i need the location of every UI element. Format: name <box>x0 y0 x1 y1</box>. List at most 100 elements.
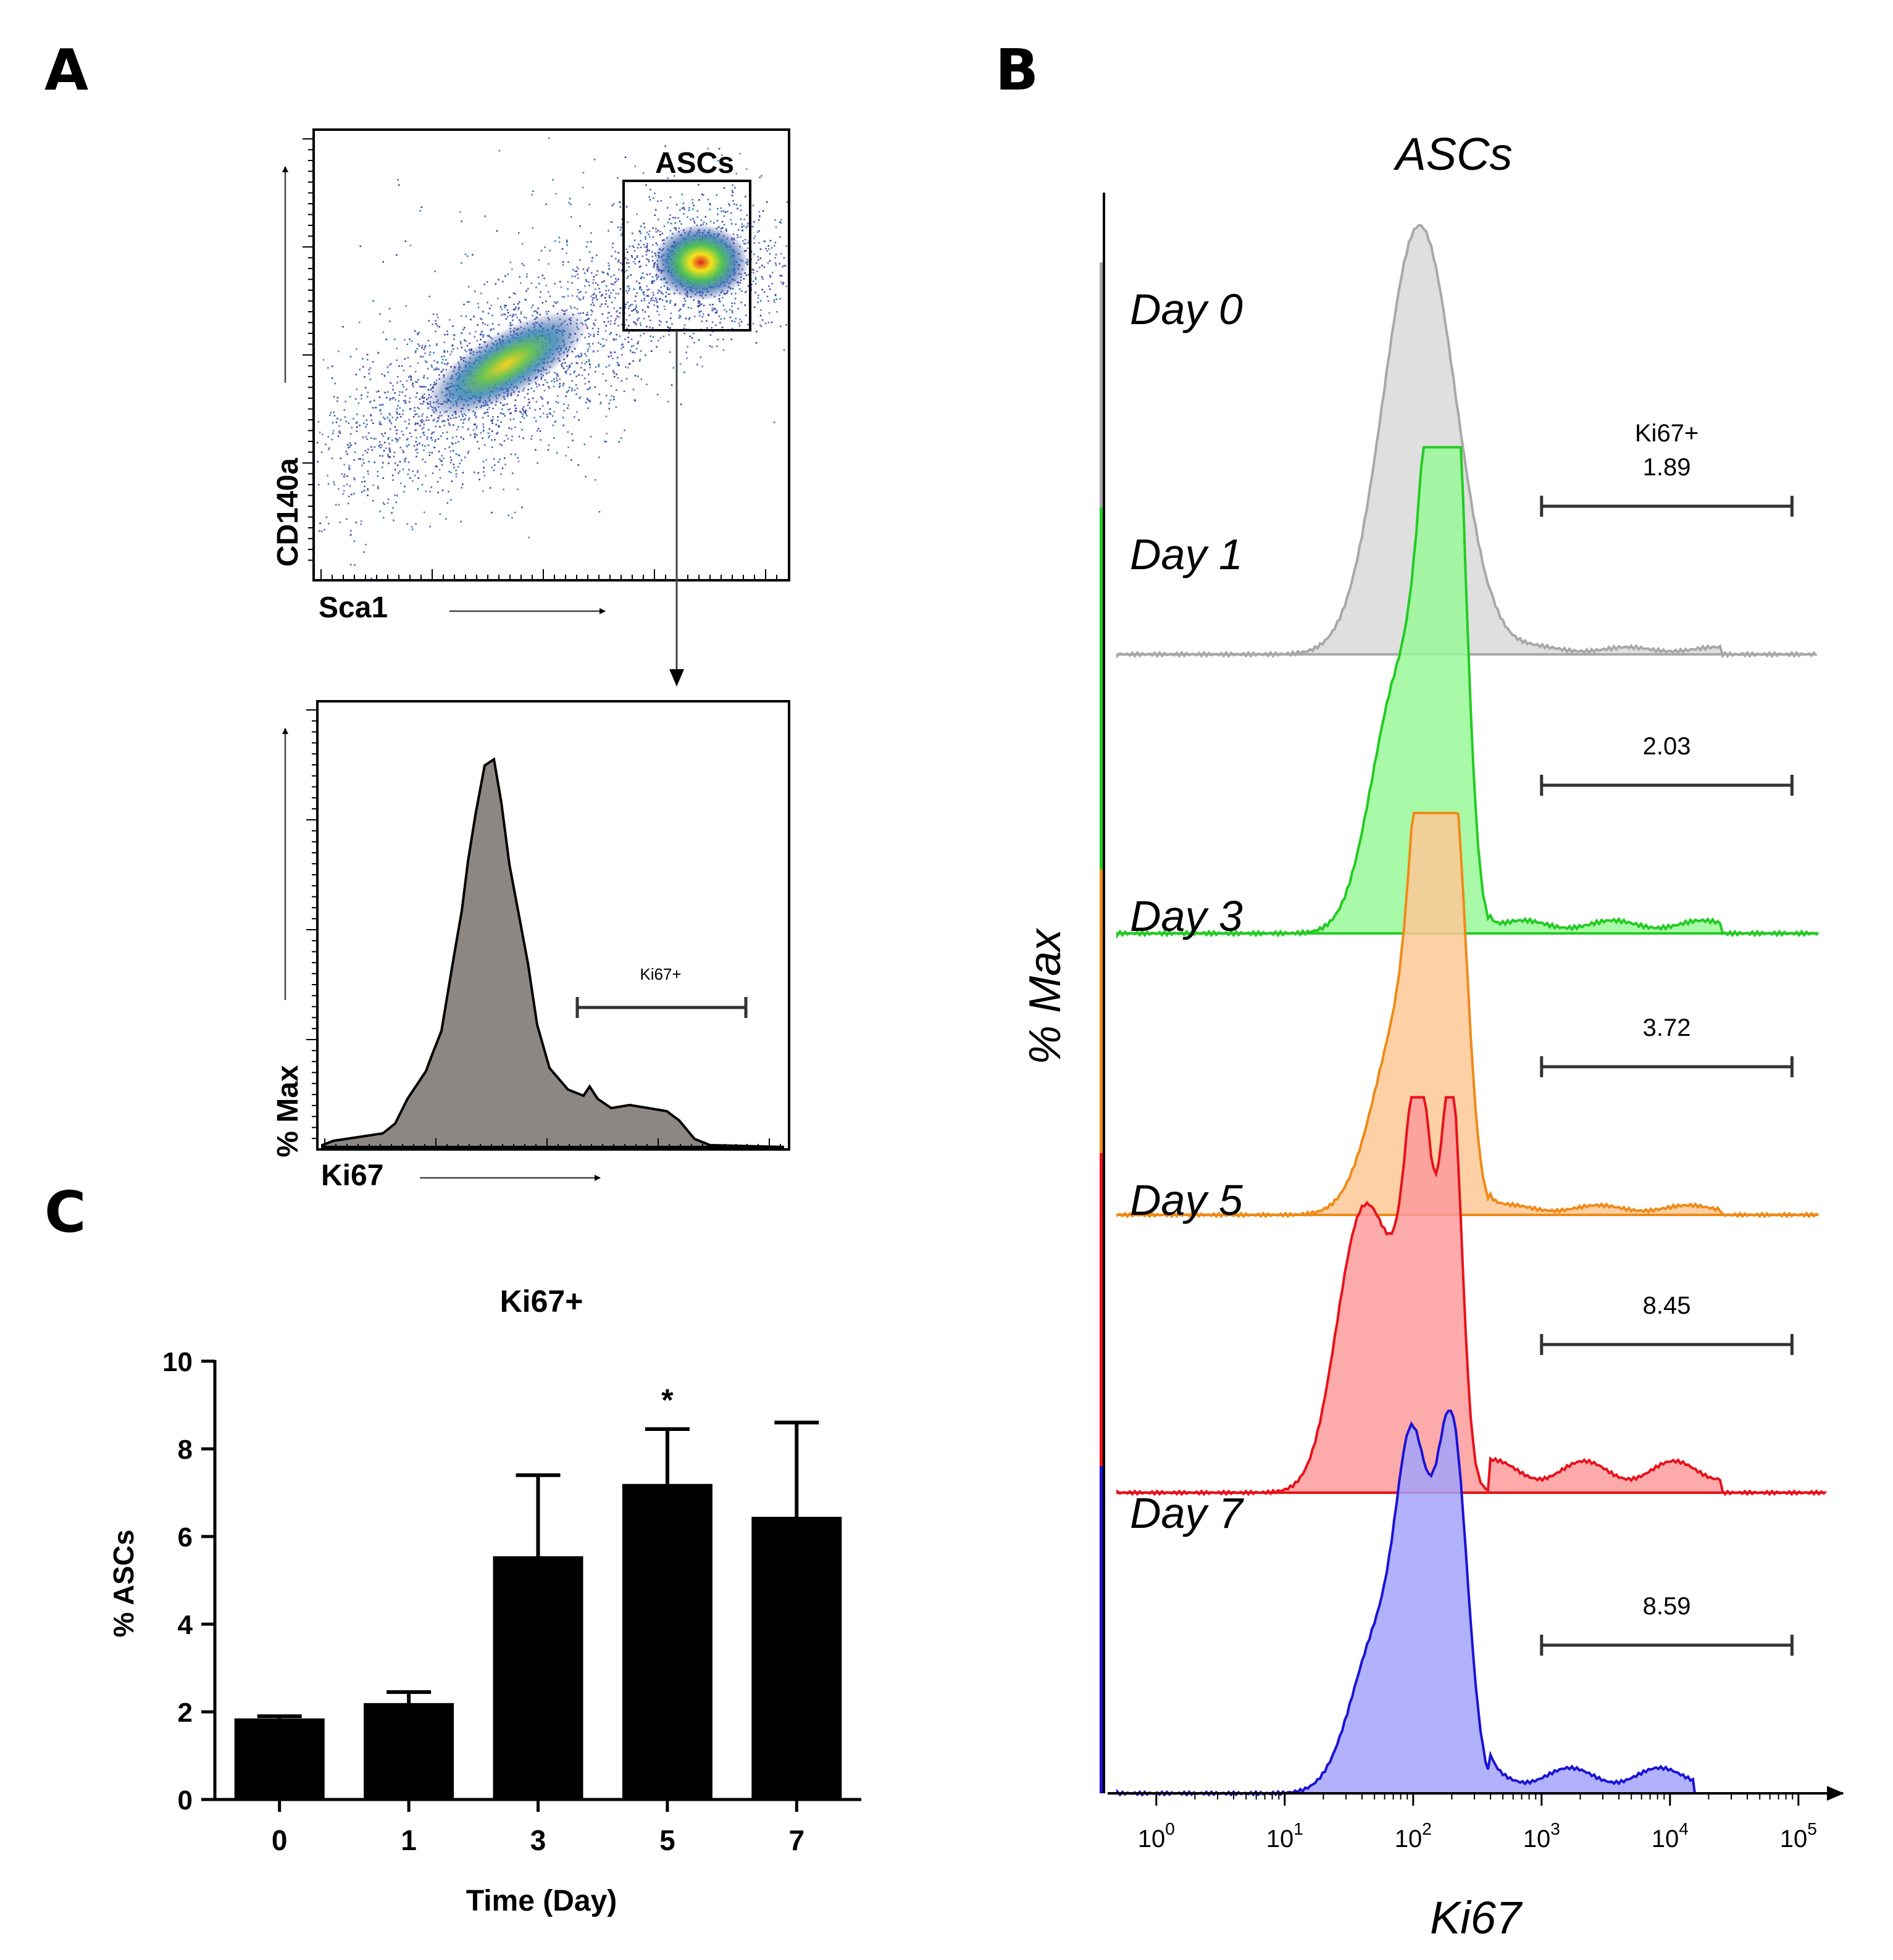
scatter-point <box>753 269 755 271</box>
scatter-point <box>396 464 399 466</box>
scatter-point <box>505 304 507 307</box>
scatter-point <box>417 407 419 409</box>
scatter-point <box>566 252 567 254</box>
scatter-point <box>408 376 410 378</box>
scatter-point <box>773 299 775 301</box>
scatter-point <box>579 356 582 357</box>
scatter-point <box>578 291 580 294</box>
scatter-point <box>409 408 411 411</box>
scatter-point <box>436 343 438 345</box>
scatter-point <box>698 311 700 312</box>
scatter-point <box>356 426 358 428</box>
scatter-point <box>338 350 340 352</box>
scatter-point <box>367 448 369 451</box>
scatter-point <box>605 415 608 417</box>
scatter-point <box>377 351 380 354</box>
scatter-point <box>346 453 348 456</box>
scatter-point <box>336 417 338 420</box>
scatter-point <box>616 310 619 312</box>
scatter-point <box>780 275 782 277</box>
scatter-point <box>382 404 384 406</box>
scatter-point <box>615 293 617 294</box>
scatter-point <box>601 294 603 296</box>
scatter-point <box>449 499 452 501</box>
scatter-point <box>528 536 530 538</box>
scatter-point <box>487 415 489 417</box>
scatter-point <box>595 282 597 284</box>
scatter-point <box>587 343 588 345</box>
scatter-point <box>587 388 588 390</box>
scatter-point <box>707 148 709 150</box>
scatter-point <box>645 254 648 256</box>
scatter-point <box>717 213 719 215</box>
scatter-point <box>387 438 389 440</box>
scatter-point <box>605 441 608 443</box>
scatter-point <box>585 475 587 478</box>
scatter-point <box>416 392 418 394</box>
scatter-point <box>431 452 433 454</box>
scatter-point <box>619 307 621 309</box>
scatter-point <box>401 365 403 367</box>
scatter-point <box>587 312 588 314</box>
scatter-point <box>433 446 435 448</box>
scatter-point <box>540 439 541 441</box>
scatter-point <box>422 344 424 347</box>
scatter-point <box>674 227 675 229</box>
scatter-point <box>596 270 598 272</box>
scatter-point <box>759 215 761 218</box>
scatter-point <box>506 315 509 318</box>
scatter-point <box>652 236 654 238</box>
scatter-point <box>499 458 501 461</box>
scatter-point <box>353 418 354 420</box>
scatter-point <box>774 257 776 259</box>
scatter-point <box>608 312 611 314</box>
scatter-point <box>441 455 443 457</box>
scatter-point <box>711 307 713 309</box>
scatter-point <box>588 318 590 320</box>
scatter-point <box>597 331 600 333</box>
ridge-day-label: Day 5 <box>1130 1176 1243 1224</box>
scatter-point <box>496 298 499 300</box>
scatter-point <box>559 383 561 385</box>
scatter-point <box>422 444 424 446</box>
scatter-point <box>571 275 574 277</box>
scatter-point <box>474 336 475 338</box>
scatter-point <box>367 470 369 472</box>
scatter-point <box>724 211 727 213</box>
scatter-point <box>651 350 653 352</box>
scatter-point <box>633 352 636 354</box>
scatter-point <box>509 261 512 264</box>
scatter-point <box>569 365 571 368</box>
scatter-point <box>553 378 555 380</box>
scatter-point <box>646 243 648 244</box>
scatter-point <box>524 396 526 399</box>
scatter-point <box>613 339 615 341</box>
scatter-point <box>420 396 423 399</box>
scatter-point <box>327 483 330 485</box>
scatter-point <box>365 543 367 546</box>
scatter-point <box>487 281 488 283</box>
scatter-point <box>615 257 617 260</box>
scatter-point <box>354 564 356 566</box>
scatter-point <box>587 348 590 350</box>
panel-b-x-tick-label: 101 <box>1266 1819 1303 1853</box>
scatter-point <box>416 448 418 451</box>
scatter-point <box>417 471 419 473</box>
scatter-point <box>728 203 730 205</box>
scatter-point <box>589 386 591 388</box>
scatter-point <box>389 414 391 416</box>
scatter-point <box>521 428 523 431</box>
scatter-point <box>564 370 567 373</box>
scatter-point <box>663 225 666 227</box>
scatter-point <box>518 319 520 321</box>
scatter-point <box>643 222 645 225</box>
scatter-point <box>762 278 764 280</box>
scatter-point <box>338 425 340 427</box>
scatter-point <box>616 389 617 391</box>
scatter-point <box>458 441 459 443</box>
scatter-point <box>480 338 482 341</box>
scatter-point <box>607 273 609 275</box>
scatter-point <box>399 391 401 393</box>
scatter-point <box>683 213 685 215</box>
scatter-point <box>529 401 530 403</box>
